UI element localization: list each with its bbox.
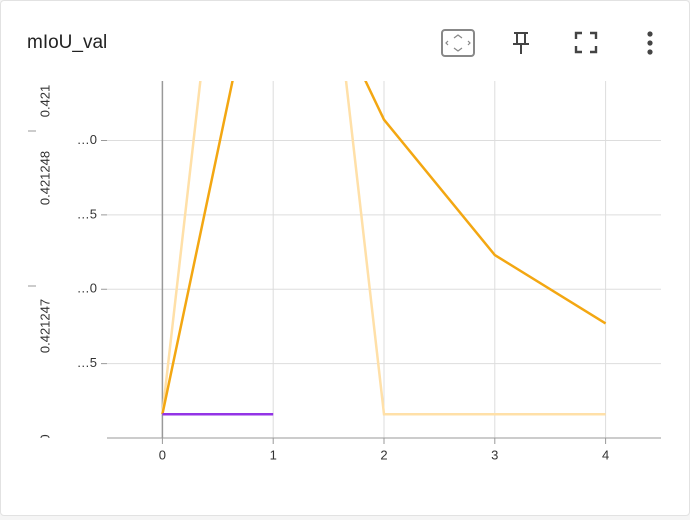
more-icon[interactable] — [647, 31, 653, 55]
x-tick-label: 3 — [491, 447, 498, 462]
fullscreen-icon[interactable] — [574, 31, 598, 54]
y-group-label: 0.421247 — [37, 299, 52, 353]
y-tick-label: …0 — [77, 132, 97, 147]
fit-icon[interactable] — [441, 29, 475, 57]
x-tick-label: 0 — [159, 447, 166, 462]
y-tick-label: …0 — [77, 281, 97, 296]
x-tick-label: 2 — [380, 447, 387, 462]
y-tick-label: …5 — [77, 206, 97, 221]
x-tick-label: 4 — [602, 447, 609, 462]
y-group-label: 0.421 — [37, 85, 52, 118]
series-line — [161, 81, 607, 415]
y-group-label: 0 — [37, 434, 52, 441]
series-line — [161, 81, 606, 416]
y-group-label: 0.421248 — [37, 151, 52, 205]
y-tick-label: …5 — [77, 355, 97, 370]
x-tick-label: 1 — [270, 447, 277, 462]
chart-title: mIoU_val — [27, 32, 107, 53]
pin-icon[interactable] — [513, 32, 529, 54]
